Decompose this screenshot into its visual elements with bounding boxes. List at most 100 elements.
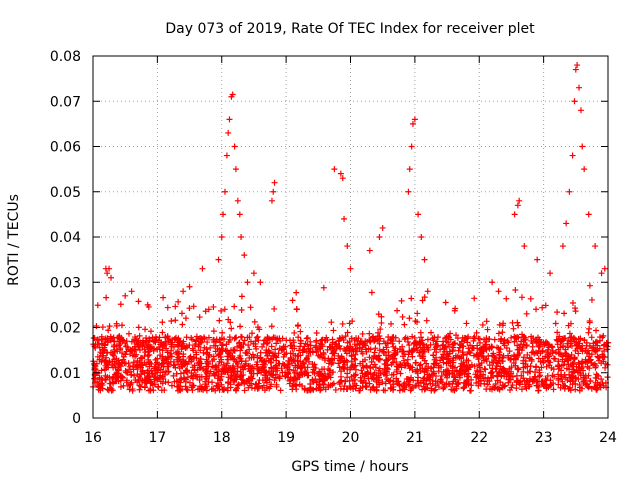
data-point xyxy=(126,363,133,370)
data-point xyxy=(373,387,380,394)
data-point xyxy=(273,362,280,369)
data-point xyxy=(357,360,364,367)
data-point xyxy=(228,325,235,332)
data-point xyxy=(451,307,458,314)
data-point xyxy=(175,342,182,349)
data-point xyxy=(585,384,592,391)
data-point xyxy=(496,357,503,364)
data-point xyxy=(491,384,498,391)
data-point xyxy=(539,348,546,355)
data-point xyxy=(581,374,588,381)
data-point xyxy=(597,384,604,391)
data-point xyxy=(463,320,470,327)
data-point xyxy=(96,356,103,363)
data-point xyxy=(248,370,255,377)
data-point xyxy=(382,380,389,387)
data-point xyxy=(357,374,364,381)
data-point xyxy=(371,349,378,356)
data-point xyxy=(535,343,542,350)
data-point xyxy=(304,364,311,371)
data-point xyxy=(313,329,320,336)
data-point xyxy=(250,354,257,361)
data-point xyxy=(129,362,136,369)
data-point xyxy=(180,351,187,358)
data-point xyxy=(490,350,497,357)
data-point xyxy=(415,211,422,218)
data-point xyxy=(164,333,171,340)
data-point xyxy=(568,333,575,340)
data-point xyxy=(220,211,227,218)
data-point xyxy=(257,279,264,286)
x-tick-label: 19 xyxy=(277,430,295,446)
data-point xyxy=(478,352,485,359)
data-point xyxy=(393,359,400,366)
data-point xyxy=(174,341,181,348)
data-point xyxy=(193,337,200,344)
data-point xyxy=(329,350,336,357)
data-point xyxy=(536,367,543,374)
data-point xyxy=(272,346,279,353)
data-point xyxy=(231,347,238,354)
data-point xyxy=(339,320,346,327)
data-point xyxy=(428,329,435,336)
data-point xyxy=(173,349,180,356)
data-point xyxy=(596,345,603,352)
data-point xyxy=(492,380,499,387)
data-point xyxy=(495,330,502,337)
data-point xyxy=(480,375,487,382)
data-point xyxy=(516,197,523,204)
data-point xyxy=(497,379,504,386)
data-point xyxy=(433,338,440,345)
data-point xyxy=(221,385,228,392)
data-point xyxy=(521,243,528,250)
data-point xyxy=(363,362,370,369)
data-point xyxy=(233,376,240,383)
data-point xyxy=(515,346,522,353)
data-point xyxy=(476,364,483,371)
data-point xyxy=(142,326,149,333)
data-point xyxy=(328,361,335,368)
data-point xyxy=(482,366,489,373)
data-point xyxy=(569,152,576,159)
data-point xyxy=(535,355,542,362)
data-point xyxy=(216,377,223,384)
data-point xyxy=(254,333,261,340)
data-point xyxy=(106,265,113,272)
data-point xyxy=(162,340,169,347)
data-point xyxy=(564,344,571,351)
data-point xyxy=(484,381,491,388)
data-point xyxy=(552,355,559,362)
data-point xyxy=(565,357,572,364)
data-point xyxy=(266,336,273,343)
data-point xyxy=(370,371,377,378)
data-point xyxy=(208,386,215,393)
data-point xyxy=(602,364,609,371)
data-point xyxy=(304,334,311,341)
data-point xyxy=(473,351,480,358)
data-point xyxy=(367,365,374,372)
data-point xyxy=(555,381,562,388)
data-point xyxy=(177,387,184,394)
y-tick-label: 0.03 xyxy=(50,275,81,291)
data-point xyxy=(421,294,428,301)
data-point xyxy=(363,348,370,355)
data-point xyxy=(535,383,542,390)
y-axis-label: ROTI / TECUs xyxy=(6,194,22,286)
data-point xyxy=(133,351,140,358)
data-point xyxy=(231,303,238,310)
data-point xyxy=(324,346,331,353)
data-point xyxy=(490,383,497,390)
data-point xyxy=(249,351,256,358)
data-point xyxy=(409,120,416,127)
data-point xyxy=(432,373,439,380)
data-point xyxy=(320,381,327,388)
data-point xyxy=(480,344,487,351)
data-point xyxy=(280,343,287,350)
data-point xyxy=(452,376,459,383)
data-point xyxy=(506,348,513,355)
data-point xyxy=(466,387,473,394)
data-point xyxy=(368,289,375,296)
data-point xyxy=(343,386,350,393)
data-point xyxy=(107,380,114,387)
data-point xyxy=(555,371,562,378)
